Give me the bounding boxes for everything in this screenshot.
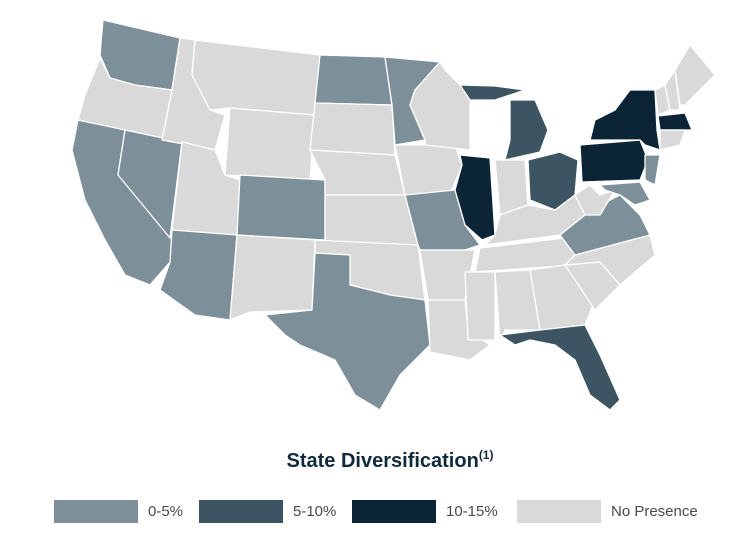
- state: [504, 99, 549, 161]
- state: [224, 107, 316, 181]
- legend-label: 10-15%: [446, 503, 498, 520]
- state: [324, 194, 419, 246]
- state: [659, 129, 686, 151]
- legend-label: 0-5%: [148, 503, 183, 520]
- state: [264, 252, 431, 411]
- legend: 0-5% 5-10% 10-15% No Presence: [54, 500, 698, 523]
- state: [314, 54, 393, 106]
- state: [309, 102, 396, 156]
- state: [229, 234, 316, 321]
- state: [394, 144, 463, 196]
- legend-swatch: [517, 500, 601, 523]
- state: [657, 112, 693, 131]
- us-map: [71, 19, 716, 411]
- legend-label: 5-10%: [293, 503, 336, 520]
- state: [454, 154, 496, 241]
- state: [427, 299, 491, 361]
- legend-label: No Presence: [611, 503, 698, 520]
- title-note: (1): [479, 448, 494, 462]
- state: [589, 89, 661, 151]
- state: [494, 269, 541, 343]
- state: [464, 271, 496, 341]
- state: [674, 44, 716, 106]
- map-title: State Diversification(1): [287, 448, 494, 472]
- state: [236, 174, 326, 241]
- title-text: State Diversification: [287, 450, 479, 472]
- state: [579, 139, 649, 183]
- state: [459, 84, 526, 101]
- legend-swatch: [54, 500, 138, 523]
- state: [499, 324, 621, 411]
- state: [644, 154, 661, 186]
- state: [159, 229, 238, 321]
- legend-swatch: [352, 500, 436, 523]
- state: [409, 61, 471, 151]
- state: [191, 39, 321, 116]
- legend-swatch: [199, 500, 283, 523]
- state: [599, 181, 651, 206]
